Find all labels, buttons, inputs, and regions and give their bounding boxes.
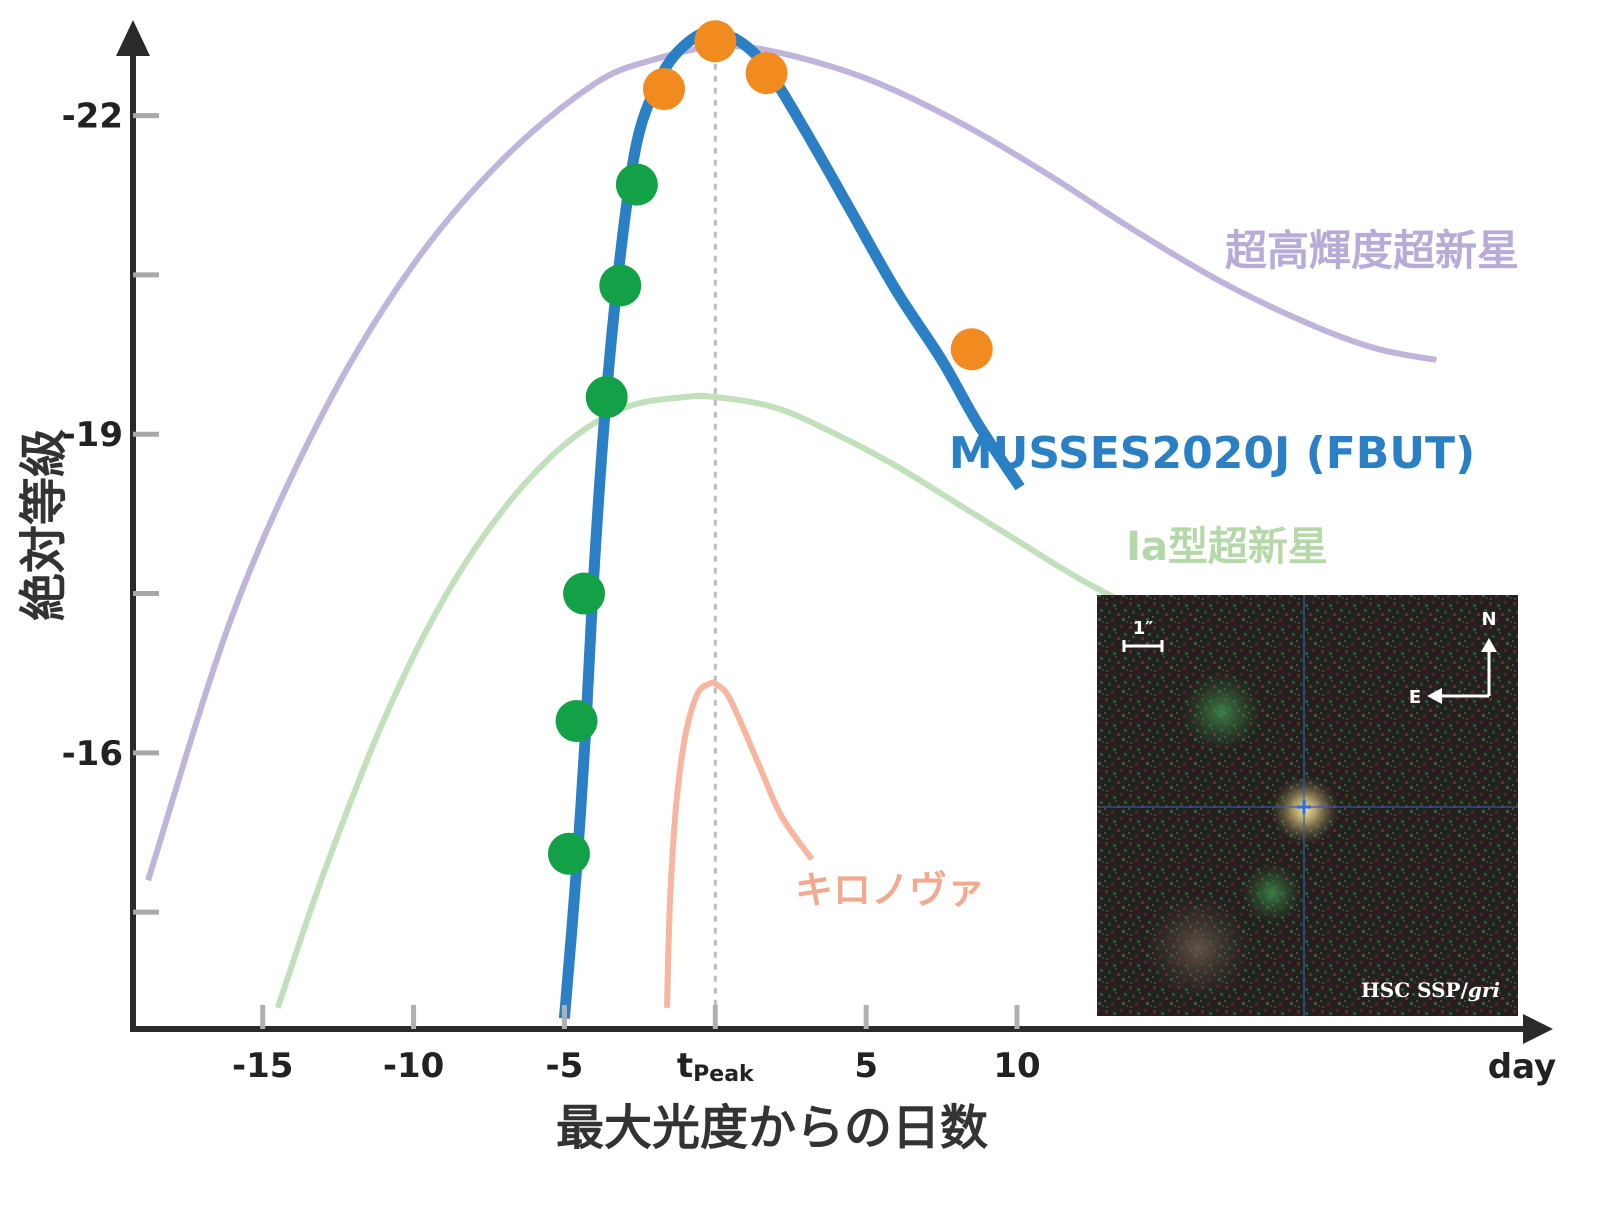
green-data-point [563,572,606,615]
y-axis-arrowhead [116,20,150,56]
green-data-point [585,376,628,419]
x-tick-label: 5 [854,1046,878,1086]
label-kilonova: キロノヴァ [795,868,985,912]
series-layer [145,26,1437,1019]
x-tick-label: -10 [383,1046,444,1086]
y-tick-label: -16 [62,734,123,774]
orange-data-point [745,52,788,95]
label-type-ia-supernova: Ia型超新星 [1126,524,1328,570]
green-data-point [615,163,658,206]
orange-data-point [643,68,686,111]
inset-galaxy-3 [1143,893,1253,1003]
labels-layer: 最大光度からの日数 絶対等級 day [16,429,1556,1156]
axes-layer [116,20,1553,1044]
inset-east-label: E [1409,687,1421,708]
inset-credit-filter: gri [1468,978,1500,1002]
orange-data-point [694,20,737,63]
x-tick-label: 10 [993,1046,1040,1086]
x-tick-label-subscript: Peak [693,1062,755,1087]
label-musses2020j: MUSSES2020J (FBUT) [949,428,1475,479]
series-line-musses2020j [558,26,1025,1019]
inset-credit-prefix: HSC SSP/ [1361,978,1469,1002]
x-tick-label: -15 [232,1046,293,1086]
green-data-point [547,832,590,875]
inset-target-marker [1297,800,1311,814]
green-data-point [555,699,598,742]
inset-scale-label: 1″ [1133,618,1154,639]
x-axis-unit-label: day [1488,1047,1556,1087]
inset-galaxy-1 [1182,672,1262,752]
series-line-kilonova [664,679,815,1008]
inset-north-label: N [1481,609,1496,630]
x-tick-label: -5 [546,1046,584,1086]
x-axis-arrowhead [1523,1014,1553,1044]
label-superluminous-supernova: 超高輝度超新星 [1225,226,1519,275]
y-axis-title: 絶対等級 [16,429,72,621]
hsc-inset-image: 1″ N E HSC SSP/gri [1097,595,1518,1016]
inset-galaxy-2 [1242,863,1302,923]
inset-credit: HSC SSP/gri [1361,978,1500,1002]
x-axis-title: 最大光度からの日数 [556,1100,988,1156]
inset-east-arrowhead [1427,688,1442,704]
y-tick-label: -22 [62,97,123,137]
series-line-type-ia-supernova [274,392,1185,1009]
orange-data-point [950,328,993,371]
x-tick-label: tPeak [677,1046,755,1087]
inset-scale-bar [1122,640,1164,652]
y-tick-label: -19 [62,415,123,455]
inset-north-arrowhead [1481,638,1497,652]
series-line-superluminous-supernova [145,43,1437,882]
green-data-point [599,264,642,307]
ticks-layer: -15 -10 -5 tPeak 5 10 -22 -19 -16 [62,97,1041,1087]
inset-compass [1440,650,1491,698]
points-layer [547,20,993,875]
